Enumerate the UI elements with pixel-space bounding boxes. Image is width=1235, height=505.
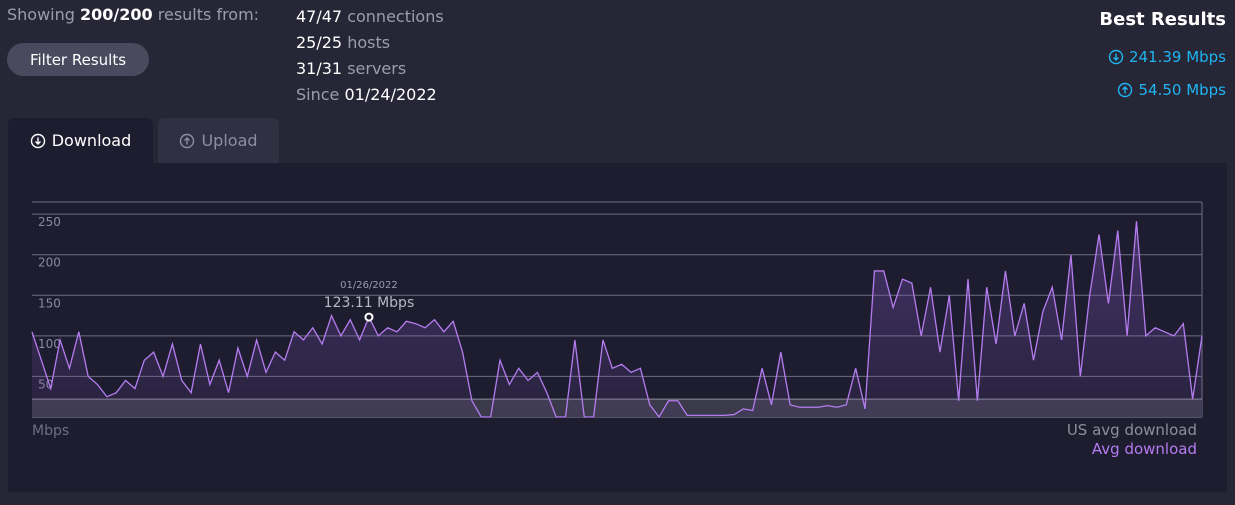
upload-value: 54.50 Mbps [1138, 81, 1226, 99]
stat-label: Since [296, 85, 340, 104]
y-tick-label: 100 [38, 337, 61, 351]
upload-icon [180, 133, 195, 148]
tab-label: Upload [201, 131, 258, 150]
best-download: 241.39 Mbps [1108, 48, 1226, 66]
stat-value: 25/25 [296, 33, 343, 52]
legend-reference: US avg download [1067, 421, 1197, 439]
y-axis-label: Mbps [32, 423, 69, 439]
stat: 47/47 connections [296, 4, 444, 30]
count: 200/200 [80, 5, 153, 24]
annotation-point [364, 312, 374, 322]
upload-icon [1118, 82, 1133, 98]
tab-upload[interactable]: Upload [158, 118, 279, 163]
filter-button[interactable]: Filter Results [7, 43, 149, 76]
y-tick-label: 250 [38, 215, 61, 229]
series-line [31, 221, 1203, 419]
stat-value: 01/24/2022 [344, 85, 437, 104]
legend-series: Avg download [1092, 440, 1197, 458]
tab-download[interactable]: Download [8, 118, 153, 163]
download-icon [30, 133, 45, 148]
stat-value: 47/47 [296, 7, 343, 26]
showing-line: Showing 200/200 results from: [7, 5, 259, 24]
stats: 47/47 connections 25/25 hosts 31/31 serv… [296, 4, 444, 108]
annotation-date: 01/26/2022 [340, 280, 398, 291]
y-tick-label: 150 [38, 296, 61, 310]
stat-label: servers [347, 59, 407, 78]
annotation-label: 123.11 Mbps [324, 295, 415, 311]
stat-label: hosts [347, 33, 391, 52]
best-upload: 54.50 Mbps [1117, 81, 1226, 99]
stat: Since 01/24/2022 [296, 82, 444, 108]
stat-label: connections [347, 7, 444, 26]
download-value: 241.39 Mbps [1128, 48, 1226, 66]
download-icon [1108, 49, 1124, 65]
text: results from: [157, 5, 260, 24]
stat-value: 31/31 [296, 59, 343, 78]
y-tick-label: 200 [38, 256, 61, 270]
text: Showing [7, 5, 75, 24]
best-title: Best Results [1099, 9, 1226, 30]
tab-label: Download [51, 131, 132, 150]
stat: 25/25 hosts [296, 30, 444, 56]
stat: 31/31 servers [296, 56, 444, 82]
series-area [32, 221, 1202, 417]
